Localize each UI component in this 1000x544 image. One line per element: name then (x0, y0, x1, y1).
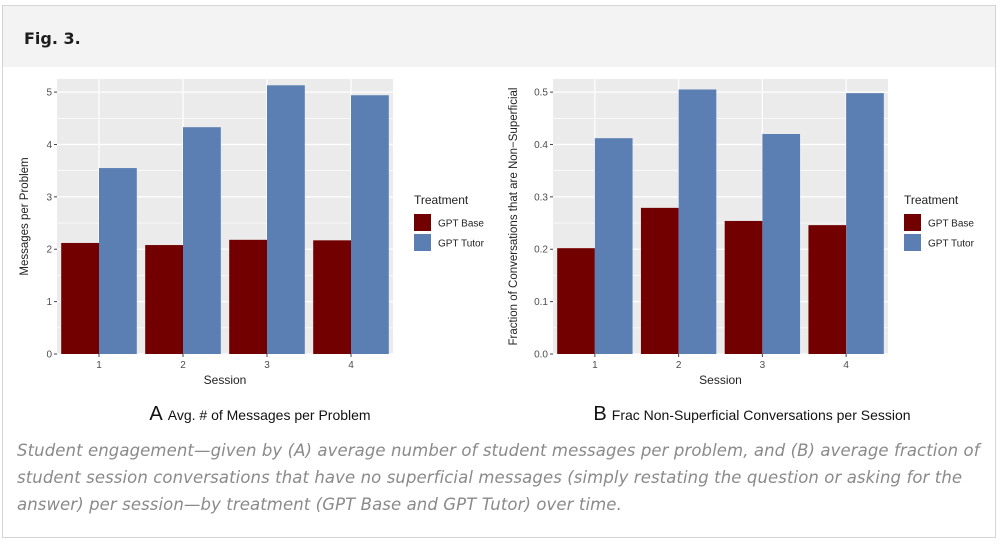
bar-gpt-base-session-2 (145, 245, 183, 354)
bar-gpt-base-session-4 (313, 240, 351, 354)
y-tick-label: 0.3 (534, 192, 548, 203)
bar-gpt-base-session-1 (61, 242, 99, 354)
y-tick-label: 0.5 (534, 88, 548, 99)
legend-label-gpt-base: GPT Base (928, 219, 974, 230)
y-tick-label: 0.4 (534, 140, 548, 151)
x-tick-label: 3 (760, 360, 766, 371)
bar-gpt-tutor-session-3 (762, 134, 801, 354)
bar-gpt-base-session-3 (724, 220, 763, 354)
bar-gpt-tutor-session-1 (99, 168, 137, 354)
panel-subtitle-text: Avg. # of Messages per Problem (168, 407, 371, 423)
y-tick-label: 2 (46, 245, 52, 256)
figure-caption: Student engagement—given by (A) average … (17, 441, 980, 514)
y-tick-label: 0.2 (534, 245, 548, 256)
y-tick-label: 5 (46, 88, 52, 99)
x-tick-label: 4 (348, 360, 354, 371)
bar-gpt-tutor-session-2 (678, 89, 717, 354)
bar-gpt-base-session-2 (640, 207, 679, 354)
x-tick-label: 2 (676, 360, 682, 371)
legend-label-gpt-tutor: GPT Tutor (928, 239, 975, 250)
bar-gpt-base-session-1 (557, 248, 595, 354)
x-tick-label: 4 (843, 360, 849, 371)
panel-letter: A (149, 403, 163, 425)
bar-gpt-tutor-session-4 (846, 93, 884, 354)
bar-gpt-base-session-4 (808, 225, 847, 354)
legend-swatch-gpt-base (904, 214, 921, 231)
x-axis-title: Session (204, 373, 247, 387)
figure-label: Fig. 3. (24, 29, 81, 48)
panel-subtitle: A Avg. # of Messages per Problem (149, 403, 370, 425)
bar-gpt-tutor-session-3 (267, 85, 305, 355)
y-tick-label: 3 (46, 192, 52, 203)
bar-gpt-tutor-session-4 (351, 95, 389, 354)
y-tick-label: 1 (46, 297, 52, 308)
panel-letter: B (593, 403, 606, 425)
legend-swatch-gpt-tutor (904, 234, 921, 251)
x-tick-label: 1 (592, 360, 598, 371)
y-axis-title: Fraction of Conversations that are Non−S… (508, 88, 520, 346)
legend-title: Treatment (414, 193, 469, 207)
panel-subtitle-text: Frac Non-Superficial Conversations per S… (612, 407, 911, 423)
y-tick-label: 0 (46, 350, 52, 361)
legend-swatch-gpt-base (414, 214, 431, 231)
chart-a: 0 1 2 3 4 5 1 2 3 4 Session Messages per Problem Tre… (19, 79, 485, 425)
figure-header: Fig. 3. (3, 6, 995, 67)
y-tick-label: 4 (46, 140, 52, 151)
x-axis-title: Session (699, 373, 742, 387)
bar-gpt-base-session-3 (229, 239, 267, 354)
x-tick-label: 1 (96, 360, 102, 371)
y-axis-title: Messages per Problem (19, 157, 31, 275)
y-tick-label: 0.1 (534, 297, 548, 308)
x-tick-label: 2 (180, 360, 186, 371)
legend-swatch-gpt-tutor (414, 234, 431, 251)
x-tick-label: 3 (264, 360, 270, 371)
legend-label-gpt-tutor: GPT Tutor (438, 239, 485, 250)
chart-b: 0.0 0.1 0.2 0.3 0.4 0.5 1 2 3 4 Session Fraction of… (508, 79, 975, 425)
panel-subtitle: B Frac Non-Superficial Conversations per … (593, 403, 910, 425)
y-tick-label: 0.0 (534, 350, 548, 361)
legend-label-gpt-base: GPT Base (438, 219, 484, 230)
legend-title: Treatment (904, 193, 959, 207)
bar-gpt-tutor-session-2 (183, 127, 221, 354)
bar-gpt-tutor-session-1 (594, 138, 633, 354)
